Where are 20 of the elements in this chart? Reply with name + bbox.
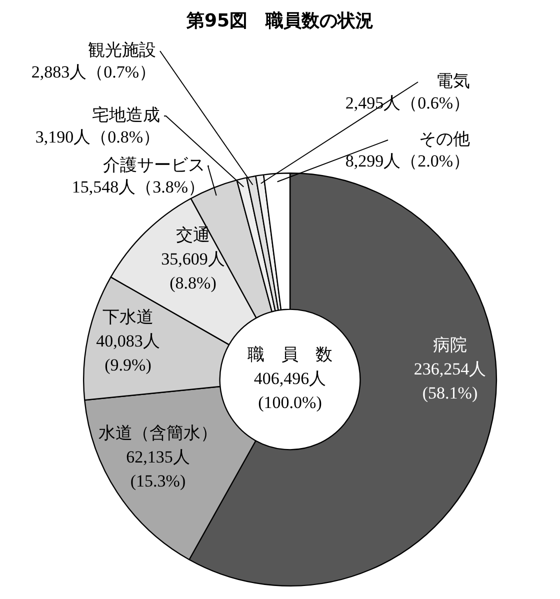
slice-label: 病院: [433, 335, 467, 354]
slice-label: その他: [419, 129, 470, 148]
data-label: 15,548人（3.8%）: [72, 177, 205, 196]
slice-label: 宅地造成: [92, 105, 160, 124]
slice-label: 交通: [176, 225, 210, 244]
data-label: 35,609人 (8.8%): [161, 249, 225, 292]
data-label: 236,254人 (58.1%): [414, 359, 486, 402]
data-label: 62,135人 (15.3%): [126, 447, 190, 490]
data-label: 2,495人（0.6%）: [345, 93, 470, 112]
data-label: 2,883人（0.7%）: [31, 62, 156, 82]
data-label: 40,083人 (9.9%): [96, 331, 160, 374]
chart-title: 第95図 職員数の状況: [185, 10, 374, 32]
text: 職 員 数 406,496人 (100.0%): [248, 344, 332, 412]
data-label: 3,190人（0.8%）: [35, 127, 160, 146]
slice-label: 観光施設: [88, 40, 156, 60]
slice-label: 水道（含簡水）: [98, 423, 218, 442]
slice-label: 電気: [436, 71, 470, 90]
data-label: 8,299人（2.0%）: [345, 151, 470, 170]
slice-label: 介護サービス: [103, 155, 205, 174]
slice-label: 下水道: [102, 307, 154, 326]
